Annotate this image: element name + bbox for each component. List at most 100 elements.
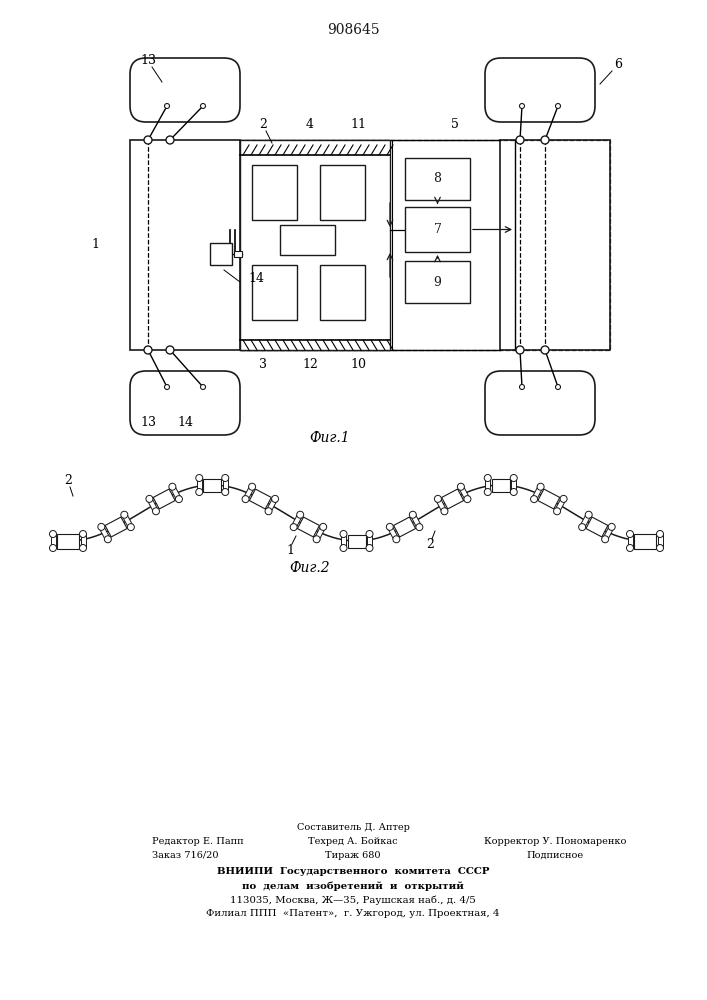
Bar: [298, 517, 320, 537]
Bar: [341, 534, 346, 548]
Bar: [147, 498, 158, 512]
Bar: [57, 534, 79, 548]
Circle shape: [556, 104, 561, 108]
Circle shape: [520, 104, 525, 108]
Bar: [315, 526, 325, 540]
Circle shape: [271, 495, 279, 502]
Bar: [405, 158, 470, 200]
Text: Фиг.1: Фиг.1: [310, 431, 350, 445]
Circle shape: [416, 524, 423, 531]
Text: 8: 8: [433, 172, 441, 186]
Circle shape: [196, 488, 203, 495]
Circle shape: [541, 136, 549, 144]
Circle shape: [49, 544, 57, 552]
Circle shape: [386, 523, 393, 530]
Circle shape: [79, 544, 86, 552]
Bar: [267, 498, 277, 512]
Bar: [50, 534, 56, 548]
Text: 4: 4: [306, 118, 314, 131]
Text: 113035, Москва, Ж—35, Раушская наб., д. 4/5: 113035, Москва, Ж—35, Раушская наб., д. …: [230, 895, 476, 905]
Text: 11: 11: [350, 118, 366, 131]
Circle shape: [464, 496, 471, 503]
Circle shape: [340, 530, 347, 538]
Circle shape: [222, 475, 229, 482]
FancyBboxPatch shape: [130, 58, 240, 122]
Bar: [252, 165, 297, 220]
Text: 14: 14: [248, 271, 264, 284]
Bar: [658, 534, 662, 548]
Bar: [197, 478, 201, 492]
Bar: [500, 140, 610, 350]
Bar: [320, 165, 365, 220]
Text: 3: 3: [259, 359, 267, 371]
Bar: [628, 534, 633, 548]
Circle shape: [393, 536, 400, 543]
Text: 13: 13: [140, 416, 156, 428]
Circle shape: [166, 346, 174, 354]
Text: Составитель Д. Аптер: Составитель Д. Аптер: [296, 824, 409, 832]
Bar: [586, 517, 608, 537]
Bar: [99, 526, 110, 540]
Circle shape: [366, 530, 373, 538]
Circle shape: [144, 136, 152, 144]
Bar: [436, 498, 447, 512]
Bar: [252, 265, 297, 320]
Text: 14: 14: [177, 416, 193, 428]
Circle shape: [560, 495, 567, 502]
Bar: [223, 478, 228, 492]
Text: 2: 2: [259, 118, 267, 131]
Circle shape: [510, 475, 518, 482]
Text: Редактор Е. Папп: Редактор Е. Папп: [152, 838, 244, 846]
Bar: [405, 261, 470, 303]
Text: 9: 9: [433, 275, 441, 288]
Circle shape: [98, 523, 105, 530]
Bar: [405, 207, 470, 252]
Text: 13: 13: [140, 53, 156, 66]
Circle shape: [127, 524, 134, 531]
Text: 12: 12: [302, 359, 318, 371]
Bar: [234, 251, 242, 257]
Text: 2: 2: [426, 538, 434, 552]
Bar: [240, 140, 390, 350]
Text: 10: 10: [350, 359, 366, 371]
Circle shape: [165, 104, 170, 108]
Circle shape: [290, 524, 297, 531]
Text: Корректор У. Пономаренко: Корректор У. Пономаренко: [484, 838, 626, 846]
Circle shape: [530, 496, 537, 503]
Circle shape: [165, 384, 170, 389]
Circle shape: [146, 495, 153, 502]
Bar: [367, 534, 372, 548]
Text: 5: 5: [451, 118, 459, 131]
Bar: [387, 526, 399, 540]
Circle shape: [520, 384, 525, 389]
Circle shape: [541, 346, 549, 354]
Circle shape: [516, 346, 524, 354]
Bar: [250, 489, 271, 509]
Circle shape: [457, 483, 464, 490]
Bar: [348, 534, 366, 548]
Circle shape: [201, 384, 206, 389]
Circle shape: [608, 523, 615, 530]
Bar: [280, 225, 335, 255]
Text: 1: 1: [91, 238, 99, 251]
Circle shape: [242, 496, 249, 503]
Bar: [291, 514, 303, 528]
Text: по  делам  изобретений  и  открытий: по делам изобретений и открытий: [242, 881, 464, 891]
Circle shape: [340, 544, 347, 552]
Text: 908645: 908645: [327, 23, 380, 37]
Bar: [580, 514, 591, 528]
Bar: [603, 526, 614, 540]
Circle shape: [537, 483, 544, 490]
Circle shape: [409, 511, 416, 518]
Circle shape: [434, 495, 441, 502]
Bar: [538, 489, 560, 509]
Circle shape: [484, 488, 491, 495]
Bar: [492, 479, 510, 491]
Text: 6: 6: [614, 58, 622, 72]
Bar: [485, 478, 490, 492]
Bar: [243, 486, 255, 500]
Circle shape: [265, 508, 272, 515]
Bar: [532, 486, 543, 500]
FancyBboxPatch shape: [485, 58, 595, 122]
Circle shape: [366, 544, 373, 552]
